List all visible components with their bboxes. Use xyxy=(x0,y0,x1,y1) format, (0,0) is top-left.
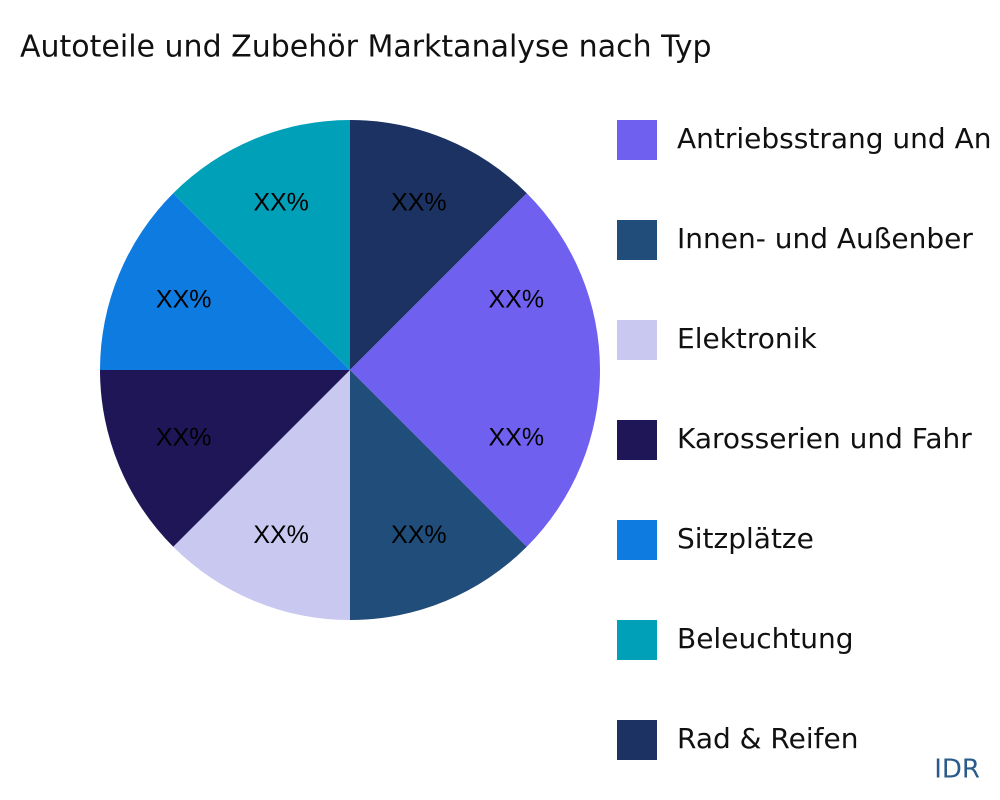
legend-label: Beleuchtung xyxy=(677,622,854,655)
pie-slice xyxy=(350,370,527,620)
legend-label: Sitzplätze xyxy=(677,522,814,555)
data-label: XX% xyxy=(391,188,447,216)
watermark: IDR xyxy=(934,755,980,785)
legend-swatch xyxy=(617,620,657,660)
legend-swatch xyxy=(617,120,657,160)
chart-title: Autoteile und Zubehör Marktanalyse nach … xyxy=(20,30,712,65)
data-label: XX% xyxy=(489,423,545,451)
legend-label: Innen- und Außenber xyxy=(677,222,973,255)
legend-label: Antriebsstrang und An xyxy=(677,122,991,155)
data-label: XX% xyxy=(253,188,309,216)
pie-slice xyxy=(100,370,350,547)
legend-label: Elektronik xyxy=(677,322,817,355)
legend-swatch xyxy=(617,220,657,260)
data-label: XX% xyxy=(391,521,447,549)
pie-slice xyxy=(350,370,600,547)
legend-label: Karosserien und Fahr xyxy=(677,422,972,455)
legend-swatch xyxy=(617,720,657,760)
pie-slice xyxy=(173,120,350,370)
data-label: XX% xyxy=(156,286,212,314)
legend-swatch xyxy=(617,320,657,360)
data-label: XX% xyxy=(489,286,545,314)
data-label: XX% xyxy=(156,423,212,451)
legend-swatch xyxy=(617,520,657,560)
data-label: XX% xyxy=(253,521,309,549)
legend-swatch xyxy=(617,420,657,460)
pie-slice xyxy=(350,120,527,370)
pie-slice xyxy=(100,193,350,370)
legend-label: Rad & Reifen xyxy=(677,722,858,755)
pie-slice xyxy=(350,193,600,370)
pie-slice xyxy=(173,370,350,620)
